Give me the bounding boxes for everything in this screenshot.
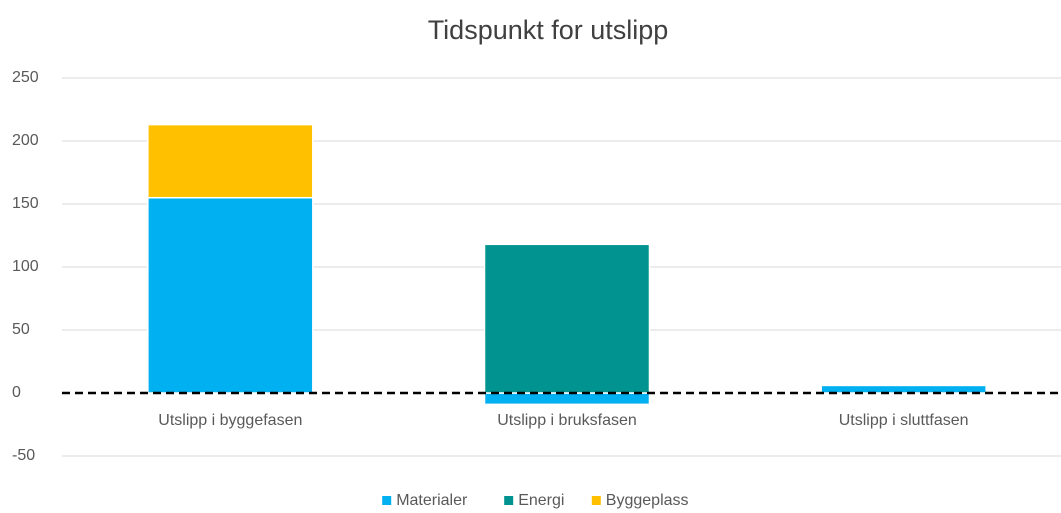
- bar-segment: [483, 243, 651, 394]
- x-tick-label: Utslipp i byggefasen: [158, 412, 302, 429]
- y-tick-label: 50: [12, 321, 30, 338]
- bar-segment: [147, 196, 314, 394]
- legend-swatch: [591, 496, 601, 505]
- y-tick-label: 200: [12, 132, 39, 149]
- bar-segment: [147, 123, 314, 199]
- y-tick-label: 0: [12, 384, 21, 401]
- y-tick-label: -50: [12, 447, 35, 464]
- x-tick-label: Utslipp i sluttfasen: [839, 412, 969, 429]
- legend-swatch: [504, 496, 514, 505]
- legend-label: Byggeplass: [606, 492, 689, 509]
- bars: [147, 123, 987, 406]
- legend-label: Energi: [518, 492, 564, 509]
- legend-swatch: [382, 496, 392, 505]
- chart-title: Tidspunkt for utslipp: [428, 15, 669, 45]
- y-tick-label: 250: [12, 69, 39, 86]
- y-tick-label: 100: [12, 258, 39, 275]
- bar-segment: [820, 384, 987, 394]
- legend-label: Materialer: [396, 492, 468, 509]
- x-tick-label: Utslipp i bruksfasen: [497, 412, 637, 429]
- y-tick-label: 150: [12, 195, 39, 212]
- bar-segment: [483, 392, 651, 406]
